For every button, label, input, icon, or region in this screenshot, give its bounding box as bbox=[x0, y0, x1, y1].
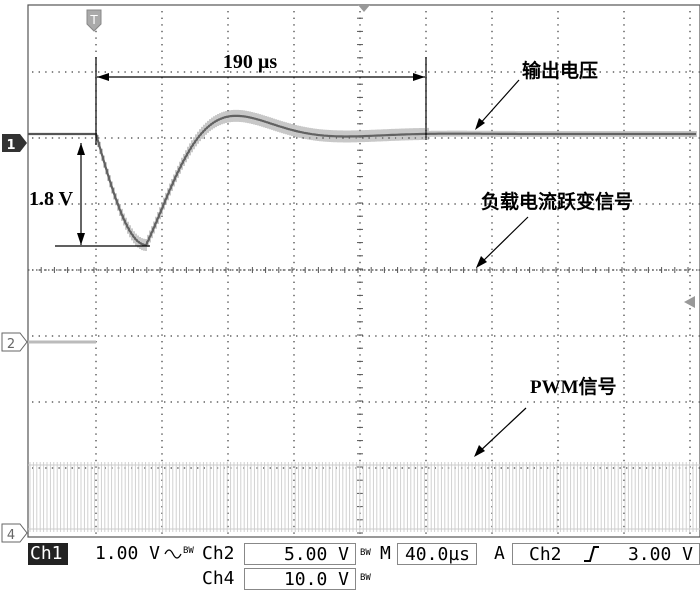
ac-coupling-icon bbox=[164, 549, 182, 559]
oscilloscope-screen: T 1 2 4 190 µs 1.8 V 输出电压 bbox=[1, 4, 700, 543]
voltage-drop-label: 1.8 V bbox=[29, 188, 74, 210]
trigger-position-marker[interactable]: T bbox=[86, 9, 102, 32]
trigger-position-label: T bbox=[89, 13, 98, 27]
trigger-level-arrow-icon[interactable] bbox=[684, 296, 695, 308]
ch4-scale[interactable]: 10.0 V bbox=[244, 568, 356, 590]
center-marker-icon bbox=[358, 5, 370, 12]
load-step-callout: 负载电流跃变信号 bbox=[476, 190, 633, 268]
output-voltage-label: 输出电压 bbox=[522, 59, 598, 82]
ch1-coupling: BW bbox=[163, 543, 199, 565]
pwm-callout: PWM信号 bbox=[474, 375, 617, 457]
rising-edge-icon bbox=[584, 546, 600, 562]
trigger-label: A bbox=[494, 543, 505, 564]
timebase-value[interactable]: 40.0µs bbox=[397, 543, 477, 565]
output-voltage-callout: 输出电压 bbox=[475, 59, 598, 130]
ch1-marker-label: 1 bbox=[6, 138, 15, 153]
ch2-bw-mark: BW bbox=[360, 548, 371, 558]
time-span-label: 190 µs bbox=[223, 51, 278, 73]
status-bar: Ch1 1.00 V BW Ch2 5.00 V BW M 40.0µs A C… bbox=[0, 543, 700, 591]
load-step-label: 负载电流跃变信号 bbox=[481, 190, 633, 213]
timebase-label: M bbox=[380, 543, 391, 564]
pwm-trace bbox=[28, 462, 700, 532]
ch1-scale[interactable]: 1.00 V bbox=[94, 543, 160, 564]
trigger-source: Ch2 bbox=[529, 544, 562, 565]
screen-frame bbox=[27, 4, 700, 538]
trigger-settings[interactable]: Ch2 3.00 V bbox=[512, 543, 700, 565]
ch4-label[interactable]: Ch4 bbox=[202, 568, 235, 589]
ch2-marker[interactable]: 2 bbox=[1, 332, 28, 352]
voltage-drop-annotation: 1.8 V bbox=[29, 143, 150, 247]
ch4-bw-mark: BW bbox=[360, 573, 371, 583]
ch2-label[interactable]: Ch2 bbox=[202, 543, 235, 564]
ch1-label[interactable]: Ch1 bbox=[28, 543, 68, 565]
pwm-label: PWM信号 bbox=[530, 375, 617, 398]
ch2-marker-label: 2 bbox=[7, 337, 15, 352]
ch2-scale[interactable]: 5.00 V bbox=[244, 543, 356, 565]
ch4-marker[interactable]: 4 bbox=[1, 523, 28, 543]
trigger-level: 3.00 V bbox=[627, 544, 693, 565]
ch4-marker-label: 4 bbox=[7, 528, 15, 543]
ch1-marker[interactable]: 1 bbox=[2, 134, 27, 153]
ch1-bw-mark: BW bbox=[183, 546, 194, 556]
time-span-annotation: 190 µs bbox=[95, 51, 427, 145]
